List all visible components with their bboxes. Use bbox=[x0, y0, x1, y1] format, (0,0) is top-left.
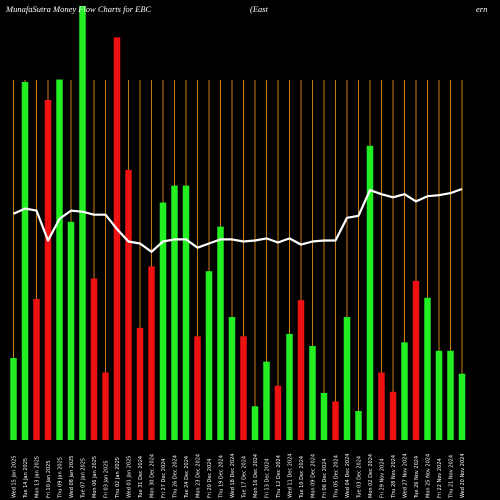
x-tick-label: Wed 27 Nov 2024 bbox=[402, 453, 408, 498]
x-tick-label: Tue 14 Jan 2025 bbox=[23, 458, 29, 499]
x-tick-label: Tue 10 Dec 2024 bbox=[299, 456, 305, 499]
x-tick-label: Thu 21 Nov 2024 bbox=[448, 455, 454, 499]
volume-bar bbox=[228, 317, 236, 440]
x-tick-label: Thu 19 Dec 2024 bbox=[218, 455, 224, 499]
volume-bar bbox=[33, 298, 40, 440]
volume-bar bbox=[182, 185, 190, 440]
x-tick-label: Tue 31 Dec 2024 bbox=[138, 456, 144, 499]
volume-bar bbox=[458, 373, 466, 440]
x-tick-label: Wed 01 Jan 2025 bbox=[126, 456, 132, 498]
x-tick-label: Fri 13 Dec 2024 bbox=[264, 459, 270, 499]
x-tick-label: Wed 04 Dec 2024 bbox=[345, 454, 351, 498]
volume-bar bbox=[10, 358, 17, 440]
x-tick-label: Mon 06 Jan 2025 bbox=[92, 456, 98, 498]
x-tick-label: Fri 29 Nov 2024 bbox=[379, 458, 385, 498]
volume-bar bbox=[355, 411, 362, 440]
volume-bar bbox=[389, 391, 397, 440]
chart-title: MunafaSutra Money Flow Charts for EBC (E… bbox=[6, 4, 494, 20]
volume-bar bbox=[67, 221, 75, 440]
volume-bar bbox=[332, 401, 339, 440]
x-tick-label: Wed 18 Dec 2024 bbox=[230, 454, 236, 498]
x-tick-label: Tue 03 Dec 2024 bbox=[356, 456, 362, 499]
volume-bar bbox=[90, 278, 98, 440]
x-tick-label: Mon 30 Dec 2024 bbox=[149, 454, 155, 498]
x-tick-label: Thu 28 Nov 2024 bbox=[391, 455, 397, 499]
volume-bar bbox=[159, 202, 167, 440]
volume-bar bbox=[297, 300, 305, 440]
volume-bar bbox=[378, 372, 385, 440]
volume-bar bbox=[21, 81, 29, 440]
volume-bar bbox=[240, 336, 247, 440]
volume-bar bbox=[102, 372, 109, 440]
volume-bar bbox=[217, 226, 224, 440]
x-tick-label: Fri 03 Jan 2025 bbox=[103, 460, 109, 498]
volume-bar bbox=[320, 392, 328, 440]
x-tick-label: Mon 09 Dec 2024 bbox=[310, 454, 316, 498]
x-tick-label: Mon 02 Dec 2024 bbox=[368, 454, 374, 498]
volume-bar bbox=[113, 37, 121, 440]
x-tick-label: Thu 05 Dec 2024 bbox=[333, 455, 339, 499]
chart-title-company-end: ern bbox=[476, 4, 488, 14]
x-tick-label: Wed 11 Dec 2024 bbox=[287, 454, 293, 498]
volume-bar bbox=[343, 317, 351, 440]
volume-bar bbox=[401, 342, 408, 440]
x-tick-label: Mon 16 Dec 2024 bbox=[253, 454, 259, 498]
volume-bar bbox=[286, 333, 293, 440]
x-tick-label: Fri 20 Dec 2024 bbox=[207, 459, 213, 499]
x-tick-label: Fri 10 Jan 2025 bbox=[46, 460, 52, 498]
x-tick-label: Wed 20 Nov 2024 bbox=[460, 453, 466, 498]
x-tick-label: Wed 15 Jan 2025 bbox=[11, 456, 17, 498]
volume-bar bbox=[171, 185, 178, 440]
x-tick-label: Tue 17 Dec 2024 bbox=[241, 456, 247, 499]
volume-bar bbox=[274, 385, 282, 440]
volume-bar bbox=[205, 271, 213, 440]
volume-bar bbox=[435, 350, 443, 440]
x-tick-label: Tue 26 Nov 2024 bbox=[414, 456, 420, 499]
volume-bar bbox=[309, 345, 316, 440]
x-tick-label: Fri 27 Dec 2024 bbox=[161, 459, 167, 499]
x-axis-labels: Wed 15 Jan 2025 Tue 14 Jan 2025 Mon 13 Jan… bbox=[11, 453, 466, 499]
chart-title-main: MunafaSutra Money Flow Charts for EBC bbox=[6, 4, 152, 14]
volume-bar bbox=[447, 350, 454, 440]
x-tick-label: Tue 24 Dec 2024 bbox=[184, 456, 190, 499]
volume-bar bbox=[56, 79, 63, 441]
volume-bar bbox=[412, 280, 420, 440]
x-tick-label: Thu 26 Dec 2024 bbox=[172, 455, 178, 499]
x-tick-label: Mon 13 Jan 2025 bbox=[34, 456, 40, 498]
volume-bar bbox=[194, 336, 201, 440]
volume-bar bbox=[79, 6, 86, 440]
price-line-group bbox=[13, 187, 463, 253]
x-tick-label: Tue 07 Jan 2025 bbox=[80, 458, 86, 499]
chart-title-company: (East bbox=[250, 4, 268, 14]
volume-bar bbox=[424, 297, 431, 440]
x-tick-label: Mon 25 Nov 2024 bbox=[425, 454, 431, 498]
volume-bar bbox=[125, 169, 132, 440]
x-tick-label: Fri 22 Nov 2024 bbox=[437, 458, 443, 498]
volume-bar bbox=[136, 327, 144, 440]
x-tick-label: Thu 02 Jan 2025 bbox=[115, 457, 121, 499]
volume-bars bbox=[10, 6, 466, 441]
x-tick-label: Wed 08 Jan 2025 bbox=[69, 456, 75, 498]
x-tick-label: Fri 06 Dec 2024 bbox=[322, 459, 328, 499]
volume-bar bbox=[263, 361, 270, 440]
x-tick-label: Thu 09 Jan 2025 bbox=[57, 457, 63, 499]
volume-bar bbox=[251, 406, 259, 440]
x-tick-label: Thu 12 Dec 2024 bbox=[276, 455, 282, 499]
x-tick-label: Mon 23 Dec 2024 bbox=[195, 454, 201, 498]
volume-bar bbox=[148, 266, 155, 440]
volume-bar bbox=[44, 100, 52, 441]
volume-bar bbox=[366, 145, 374, 440]
price-line bbox=[13, 187, 463, 253]
